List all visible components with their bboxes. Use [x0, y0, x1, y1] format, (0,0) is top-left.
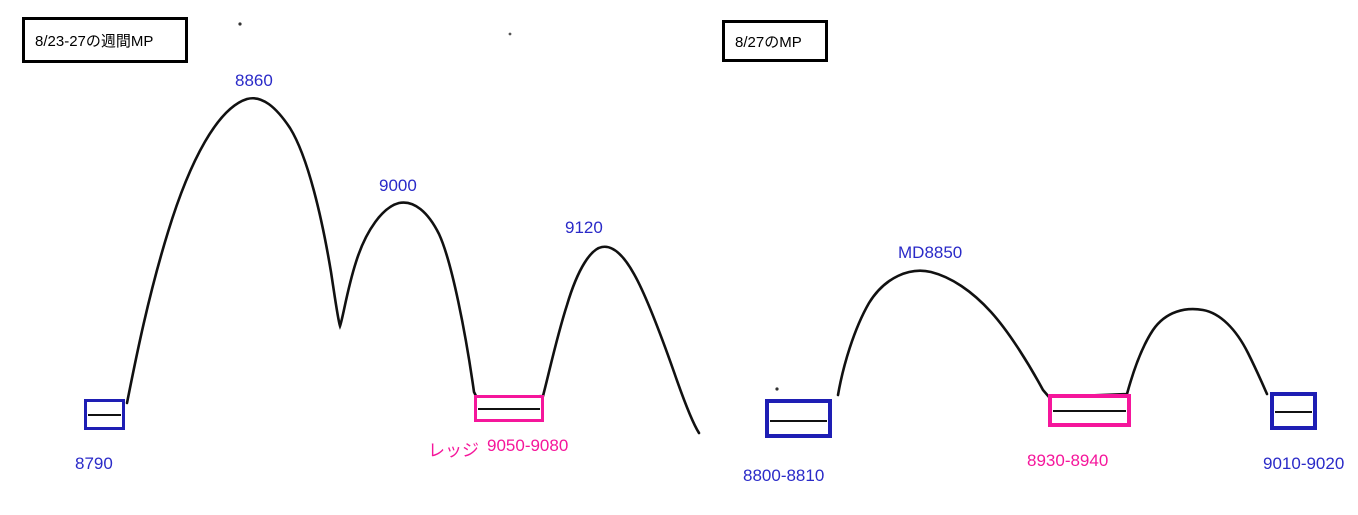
profile-line	[478, 408, 540, 410]
daily-mp-curve	[836, 269, 1269, 399]
daily-mid-box	[1048, 394, 1131, 427]
profile-line	[1053, 410, 1126, 412]
weekly-peak1-label: 8860	[235, 71, 273, 90]
weekly-peak2-label: 9000	[379, 176, 417, 195]
daily-right-label: 9010-9020	[1263, 454, 1345, 473]
weekly-title-box: 8/23-27の週間MP	[22, 17, 188, 63]
weekly-mp-curve	[125, 96, 701, 435]
stray-mark	[775, 387, 779, 391]
daily-right-box	[1270, 392, 1317, 430]
weekly-ledge-range: 9050-9080	[487, 436, 569, 455]
daily-title-box: 8/27のMP	[722, 20, 828, 62]
weekly-ledge-box	[474, 395, 544, 422]
stray-mark	[238, 22, 242, 26]
daily-peak-label: MD8850	[898, 243, 963, 262]
weekly-open-label: 8790	[75, 454, 113, 473]
daily-title: 8/27のMP	[735, 33, 802, 51]
weekly-peak3-label: 9120	[565, 218, 603, 237]
profile-line	[1275, 411, 1312, 413]
weekly-title: 8/23-27の週間MP	[35, 32, 154, 50]
daily-left-label: 8800-8810	[743, 466, 825, 485]
weekly-ledge-text: レッジ	[428, 441, 479, 460]
daily-mid-label: 8930-8940	[1027, 451, 1109, 470]
stray-mark	[508, 32, 512, 36]
daily-left-box	[765, 399, 832, 438]
weekly-open-box	[84, 399, 125, 430]
profile-line	[88, 414, 121, 416]
profile-line	[770, 420, 827, 422]
